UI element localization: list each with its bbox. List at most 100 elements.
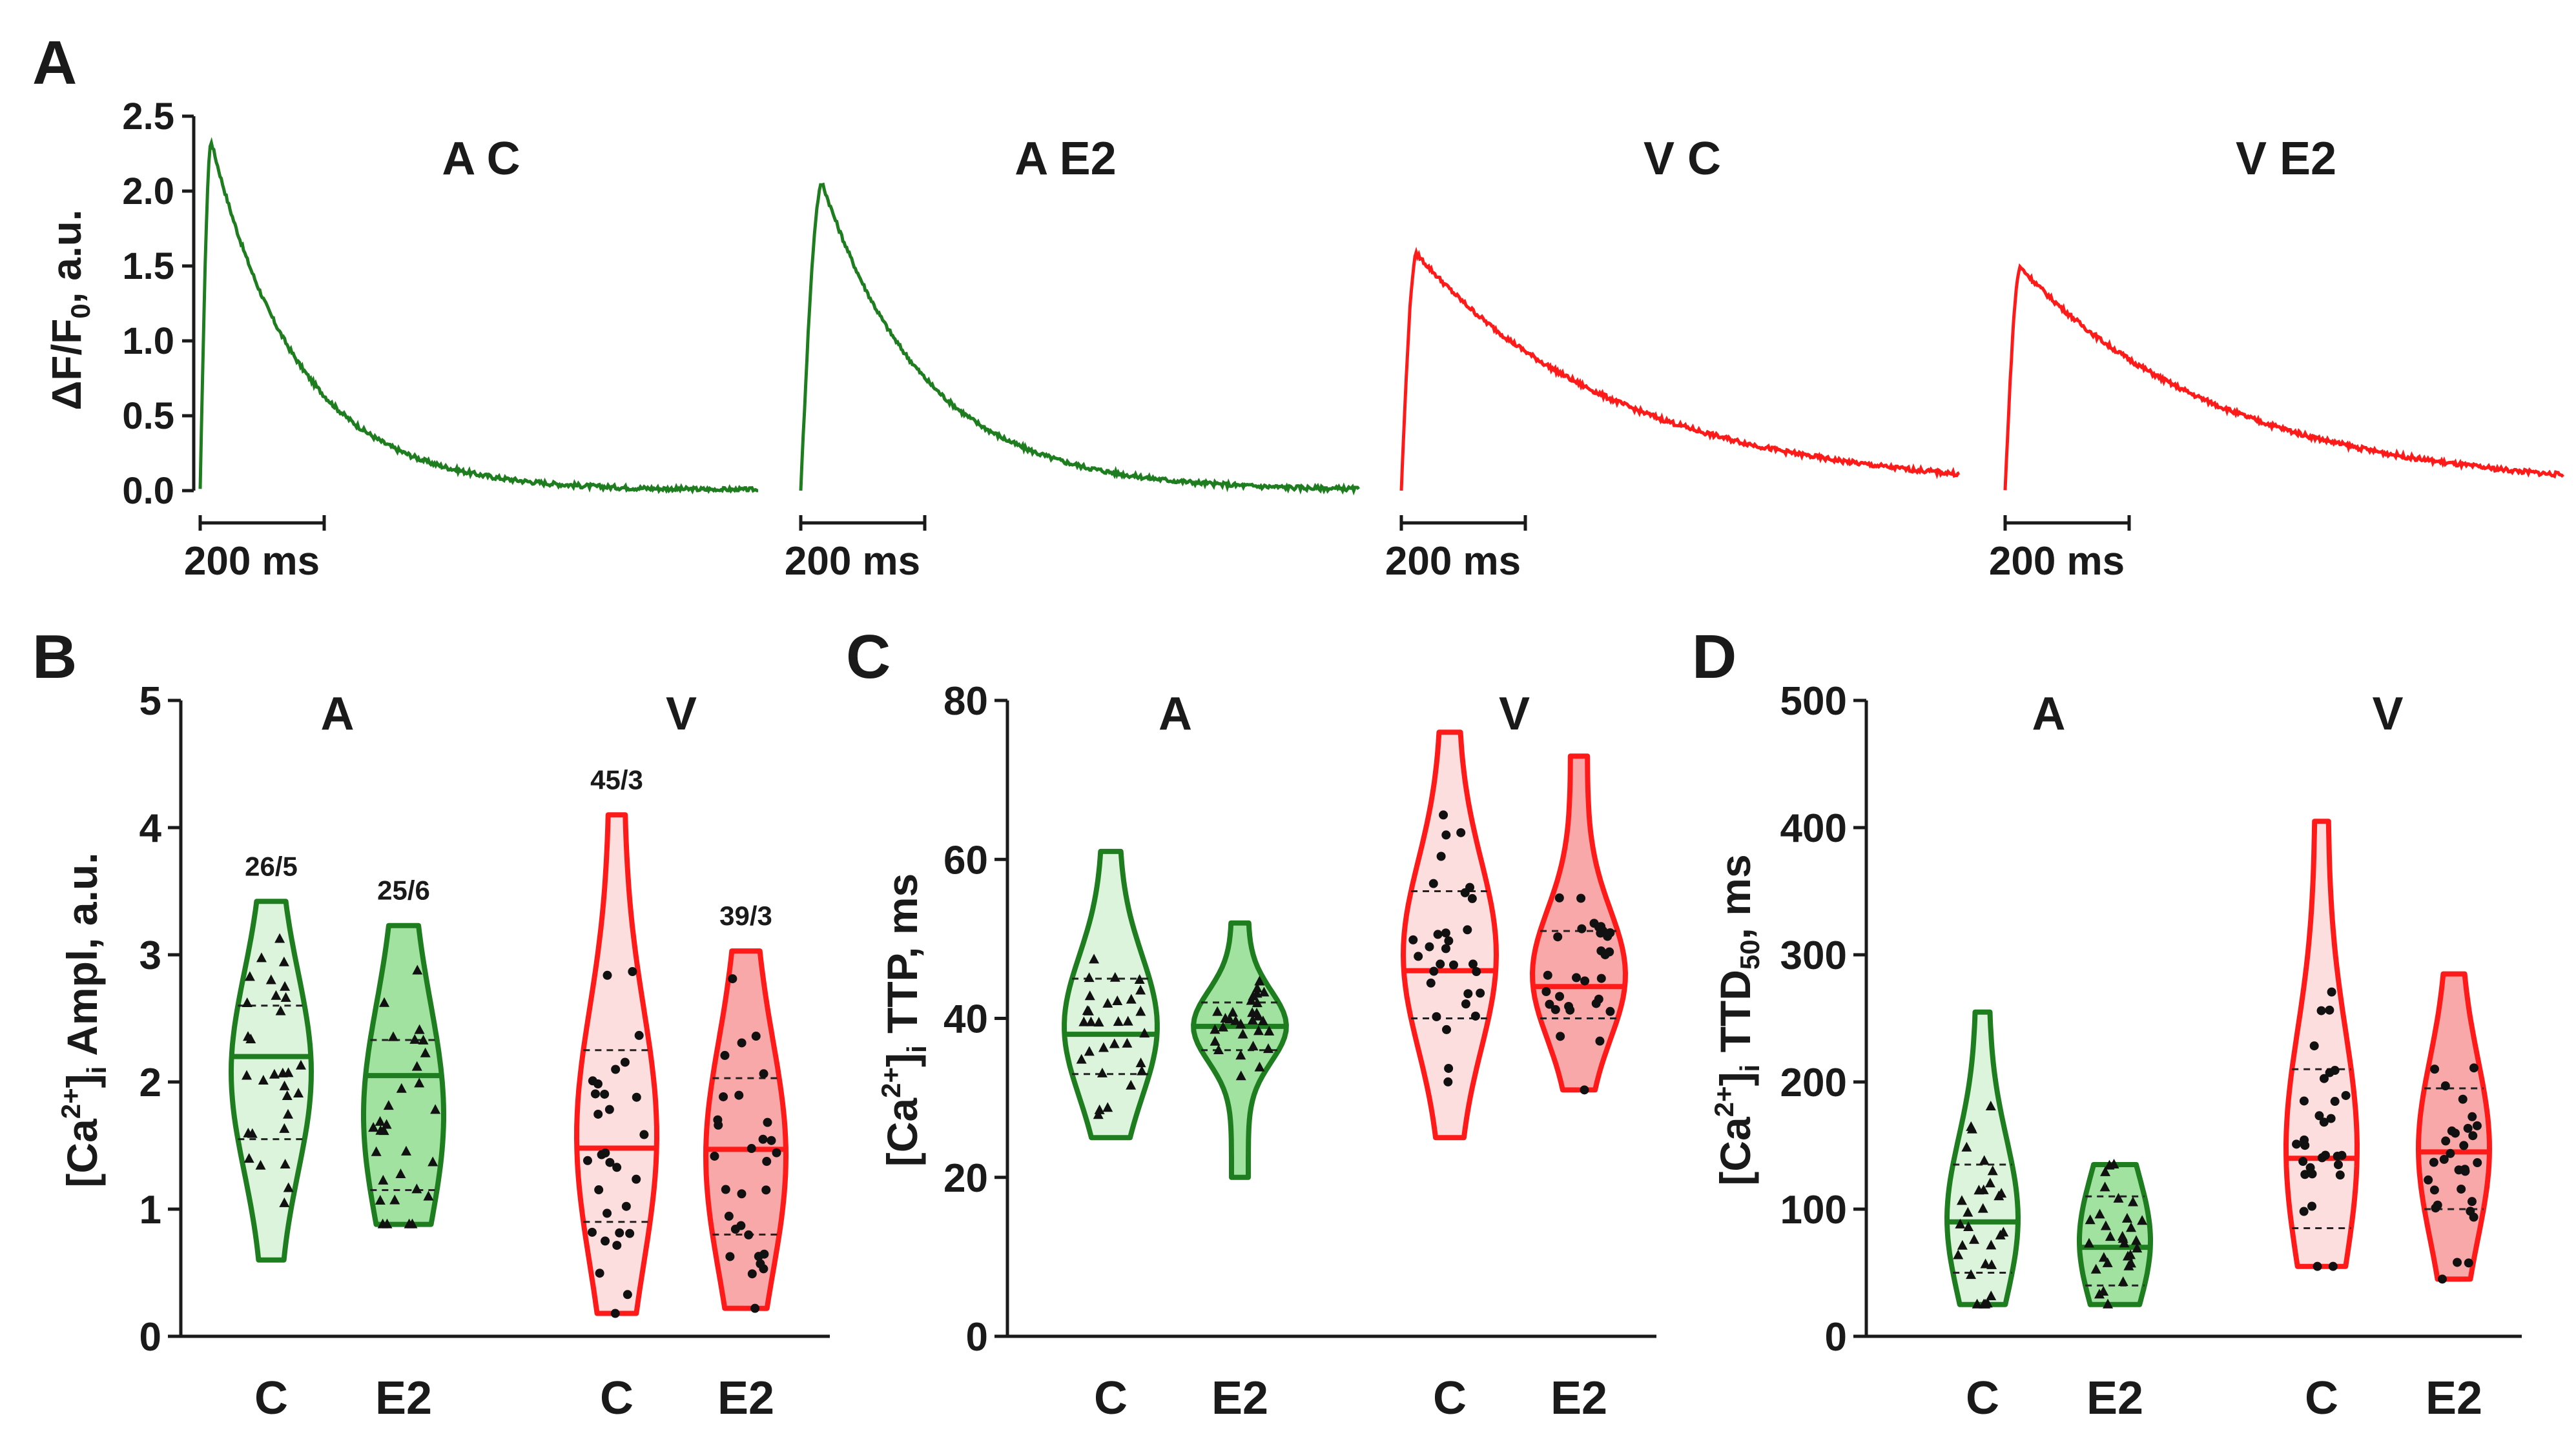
data-point — [1126, 994, 1137, 1004]
data-point — [1084, 972, 1095, 983]
data-point — [2098, 1252, 2109, 1262]
data-point — [590, 1089, 600, 1099]
data-point — [1097, 1067, 1108, 1077]
y-tick-label: 400 — [1780, 806, 1847, 851]
data-point — [612, 1241, 622, 1250]
data-point — [2102, 1257, 2113, 1267]
data-point — [1113, 1016, 1124, 1026]
data-point — [1978, 1184, 1989, 1194]
data-point — [283, 1182, 294, 1192]
data-point — [1259, 986, 1270, 997]
data-point — [1210, 1035, 1221, 1046]
data-point — [761, 1185, 771, 1195]
data-point — [2127, 1196, 2138, 1207]
data-point — [2319, 1117, 2329, 1127]
data-point — [1596, 974, 1606, 983]
data-point — [2424, 1175, 2433, 1185]
data-point — [2090, 1263, 2101, 1274]
data-point — [1135, 1057, 1146, 1068]
data-point — [256, 952, 267, 963]
category-label: C — [1433, 1372, 1467, 1424]
data-point — [1257, 1015, 1268, 1026]
data-point — [1541, 986, 1551, 996]
data-point — [279, 1080, 290, 1090]
y-tick-label: 80 — [943, 679, 988, 724]
data-point — [1126, 1079, 1137, 1090]
data-point — [621, 1201, 631, 1211]
trace-title-2: V C — [1643, 133, 1721, 185]
data-point — [1460, 888, 1470, 897]
data-point — [1545, 999, 1554, 1009]
data-point — [2299, 1096, 2309, 1106]
violin-0 — [1944, 1009, 2021, 1307]
category-label: C — [1094, 1372, 1128, 1424]
data-point — [601, 1148, 610, 1157]
data-point — [283, 1108, 294, 1119]
data-point — [623, 1290, 632, 1300]
scale-bar-label: 200 ms — [1989, 539, 2125, 584]
data-point — [1439, 810, 1448, 820]
data-point — [280, 992, 291, 1002]
data-point — [751, 1032, 761, 1041]
data-point — [2468, 1112, 2477, 1121]
data-point — [1433, 930, 1443, 939]
data-point — [595, 1269, 604, 1278]
data-point — [756, 1259, 765, 1269]
data-point — [1089, 953, 1100, 964]
data-point — [2440, 1081, 2450, 1091]
data-point — [772, 1148, 781, 1157]
data-point — [2430, 1065, 2440, 1074]
data-point — [414, 1024, 425, 1034]
data-point — [2335, 1170, 2345, 1180]
n-label: 39/3 — [719, 901, 772, 931]
data-point — [2300, 1170, 2310, 1179]
data-point — [605, 1157, 615, 1167]
data-point — [1605, 928, 1615, 937]
data-point — [724, 1211, 734, 1221]
data-point — [280, 1159, 291, 1169]
data-point — [601, 1236, 610, 1246]
data-point — [371, 1146, 382, 1156]
data-point — [758, 1134, 768, 1144]
y-tick-label: 40 — [943, 997, 988, 1042]
panel-a-ylabel: ΔF/F0, a.u. — [43, 209, 96, 410]
data-point — [1963, 1221, 1974, 1232]
data-point — [2429, 1157, 2438, 1167]
trace-3 — [2003, 263, 2564, 491]
data-point — [719, 1092, 728, 1101]
data-point — [1980, 1258, 1991, 1269]
data-point — [1212, 1006, 1223, 1016]
data-point — [1591, 999, 1601, 1008]
trace-title-1: A E2 — [1015, 133, 1116, 185]
y-tick-label: 20 — [943, 1156, 988, 1201]
data-point — [1444, 936, 1454, 946]
data-point — [1966, 1123, 1977, 1134]
category-label: E2 — [2426, 1372, 2482, 1424]
data-point — [2327, 987, 2336, 997]
data-point — [2083, 1238, 2094, 1248]
data-point — [244, 971, 255, 981]
data-point — [2337, 1150, 2347, 1160]
y-tick-label: 100 — [1780, 1188, 1847, 1232]
panel-letter: D — [1692, 622, 1736, 691]
data-point — [1441, 928, 1450, 938]
data-point — [2313, 1261, 2322, 1271]
data-point — [610, 1309, 620, 1318]
panel-a-y-tick-label: 2.0 — [122, 170, 174, 212]
data-point — [1580, 976, 1590, 986]
data-point — [1122, 1037, 1133, 1048]
data-point — [1441, 830, 1451, 840]
data-point — [2300, 1141, 2310, 1150]
data-point — [759, 1069, 768, 1079]
y-tick-label: 2 — [139, 1061, 161, 1105]
data-point — [1436, 959, 1445, 969]
data-point — [2325, 1005, 2334, 1015]
data-point — [1556, 1032, 1565, 1041]
data-point — [639, 1130, 649, 1139]
data-point — [1554, 893, 1564, 902]
data-point — [1426, 978, 1436, 988]
data-point — [242, 997, 252, 1008]
data-point — [1093, 1017, 1104, 1027]
data-point — [1596, 946, 1606, 955]
